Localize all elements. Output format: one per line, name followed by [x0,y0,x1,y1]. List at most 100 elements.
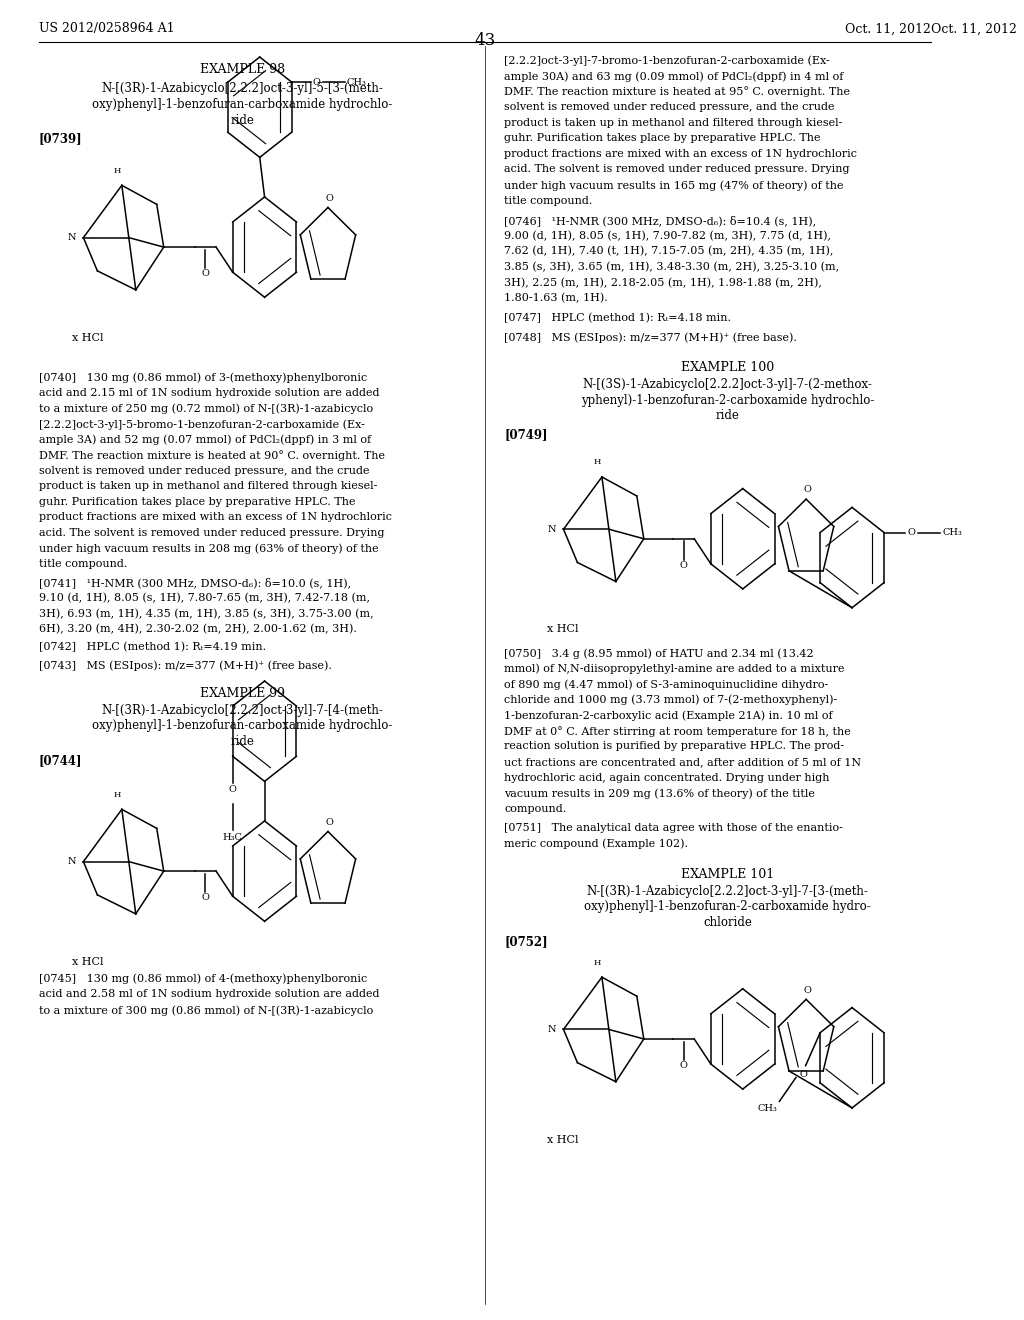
Text: EXAMPLE 98: EXAMPLE 98 [200,63,285,77]
Text: solvent is removed under reduced pressure, and the crude: solvent is removed under reduced pressur… [505,102,835,112]
Text: 1-benzofuran-2-carboxylic acid (Example 21A) in. 10 ml of: 1-benzofuran-2-carboxylic acid (Example … [505,710,833,721]
Text: [0741]   ¹H-NMR (300 MHz, DMSO-d₆): δ=10.0 (s, 1H),: [0741] ¹H-NMR (300 MHz, DMSO-d₆): δ=10.0… [39,577,351,589]
Text: [0745]   130 mg (0.86 mmol) of 4-(methoxy)phenylboronic: [0745] 130 mg (0.86 mmol) of 4-(methoxy)… [39,974,367,985]
Text: [0749]: [0749] [505,428,548,441]
Text: EXAMPLE 99: EXAMPLE 99 [200,686,285,700]
Text: title compound.: title compound. [505,195,593,206]
Text: N: N [547,1024,556,1034]
Text: ride: ride [716,409,739,422]
Text: oxy)phenyl]-1-benzofuran-carboxamide hydrochlo-: oxy)phenyl]-1-benzofuran-carboxamide hyd… [92,719,392,733]
Text: ample 3A) and 52 mg (0.07 mmol) of PdCl₂(dppf) in 3 ml of: ample 3A) and 52 mg (0.07 mmol) of PdCl₂… [39,434,371,445]
Text: ample 30A) and 63 mg (0.09 mmol) of PdCl₂(dppf) in 4 ml of: ample 30A) and 63 mg (0.09 mmol) of PdCl… [505,71,844,82]
Text: N: N [547,525,556,533]
Text: US 2012/0258964 A1: US 2012/0258964 A1 [39,22,174,36]
Text: acid. The solvent is removed under reduced pressure. Drying: acid. The solvent is removed under reduc… [39,528,384,539]
Text: N-[(3S)-1-Azabicyclo[2.2.2]oct-3-yl]-7-(2-methox-: N-[(3S)-1-Azabicyclo[2.2.2]oct-3-yl]-7-(… [583,378,872,391]
Text: product fractions are mixed with an excess of 1N hydrochloric: product fractions are mixed with an exce… [505,149,857,158]
Text: 3.85 (s, 3H), 3.65 (m, 1H), 3.48-3.30 (m, 2H), 3.25-3.10 (m,: 3.85 (s, 3H), 3.65 (m, 1H), 3.48-3.30 (m… [505,261,840,272]
Text: DMF at 0° C. After stirring at room temperature for 18 h, the: DMF at 0° C. After stirring at room temp… [505,726,851,737]
Text: 7.62 (d, 1H), 7.40 (t, 1H), 7.15-7.05 (m, 2H), 4.35 (m, 1H),: 7.62 (d, 1H), 7.40 (t, 1H), 7.15-7.05 (m… [505,247,834,256]
Text: product is taken up in methanol and filtered through kiesel-: product is taken up in methanol and filt… [39,482,377,491]
Text: x HCl: x HCl [72,333,103,343]
Text: under high vacuum results in 165 mg (47% of theory) of the: under high vacuum results in 165 mg (47%… [505,180,844,190]
Text: product fractions are mixed with an excess of 1N hydrochloric: product fractions are mixed with an exce… [39,512,392,523]
Text: ride: ride [230,735,254,748]
Text: H: H [593,958,601,966]
Text: oxy)phenyl]-1-benzofuran-carboxamide hydrochlo-: oxy)phenyl]-1-benzofuran-carboxamide hyd… [92,98,392,111]
Text: CH₃: CH₃ [942,528,962,537]
Text: O: O [325,194,333,203]
Text: title compound.: title compound. [39,560,127,569]
Text: CH₃: CH₃ [758,1104,777,1113]
Text: product is taken up in methanol and filtered through kiesel-: product is taken up in methanol and filt… [505,117,843,128]
Text: [0739]: [0739] [39,132,82,145]
Text: guhr. Purification takes place by preparative HPLC. The: guhr. Purification takes place by prepar… [39,496,355,507]
Text: x HCl: x HCl [72,957,103,966]
Text: yphenyl)-1-benzofuran-2-carboxamide hydrochlo-: yphenyl)-1-benzofuran-2-carboxamide hydr… [581,393,874,407]
Text: chloride: chloride [702,916,752,929]
Text: acid and 2.58 ml of 1N sodium hydroxide solution are added: acid and 2.58 ml of 1N sodium hydroxide … [39,990,379,999]
Text: DMF. The reaction mixture is heated at 90° C. overnight. The: DMF. The reaction mixture is heated at 9… [39,450,385,461]
Text: [0744]: [0744] [39,754,82,767]
Text: chloride and 1000 mg (3.73 mmol) of 7-(2-methoxyphenyl)-: chloride and 1000 mg (3.73 mmol) of 7-(2… [505,694,838,705]
Text: hydrochloric acid, again concentrated. Drying under high: hydrochloric acid, again concentrated. D… [505,772,829,783]
Text: N-[(3R)-1-Azabicyclo[2.2.2]oct-3-yl]-7-[3-(meth-: N-[(3R)-1-Azabicyclo[2.2.2]oct-3-yl]-7-[… [587,884,868,898]
Text: EXAMPLE 100: EXAMPLE 100 [681,360,774,374]
Text: [2.2.2]oct-3-yl]-5-bromo-1-benzofuran-2-carboxamide (Ex-: [2.2.2]oct-3-yl]-5-bromo-1-benzofuran-2-… [39,418,365,429]
Text: O: O [803,486,811,495]
Text: O: O [803,986,811,994]
Text: 9.00 (d, 1H), 8.05 (s, 1H), 7.90-7.82 (m, 3H), 7.75 (d, 1H),: 9.00 (d, 1H), 8.05 (s, 1H), 7.90-7.82 (m… [505,231,831,242]
Text: N: N [68,857,76,866]
Text: solvent is removed under reduced pressure, and the crude: solvent is removed under reduced pressur… [39,466,370,475]
Text: H₃C: H₃C [223,833,243,842]
Text: O: O [680,1061,687,1069]
Text: 3H), 2.25 (m, 1H), 2.18-2.05 (m, 1H), 1.98-1.88 (m, 2H),: 3H), 2.25 (m, 1H), 2.18-2.05 (m, 1H), 1.… [505,277,822,288]
Text: [0742]   HPLC (method 1): Rₜ=4.19 min.: [0742] HPLC (method 1): Rₜ=4.19 min. [39,643,266,652]
Text: 3H), 6.93 (m, 1H), 4.35 (m, 1H), 3.85 (s, 3H), 3.75-3.00 (m,: 3H), 6.93 (m, 1H), 4.35 (m, 1H), 3.85 (s… [39,609,374,619]
Text: DMF. The reaction mixture is heated at 95° C. overnight. The: DMF. The reaction mixture is heated at 9… [505,87,850,98]
Text: [0743]   MS (ESIpos): m/z=377 (M+H)⁺ (free base).: [0743] MS (ESIpos): m/z=377 (M+H)⁺ (free… [39,660,332,671]
Text: O: O [907,528,915,537]
Text: [2.2.2]oct-3-yl]-7-bromo-1-benzofuran-2-carboxamide (Ex-: [2.2.2]oct-3-yl]-7-bromo-1-benzofuran-2-… [505,55,830,66]
Text: uct fractions are concentrated and, after addition of 5 ml of 1N: uct fractions are concentrated and, afte… [505,758,861,767]
Text: [0750]   3.4 g (8.95 mmol) of HATU and 2.34 ml (13.42: [0750] 3.4 g (8.95 mmol) of HATU and 2.3… [505,648,814,659]
Text: EXAMPLE 101: EXAMPLE 101 [681,867,774,880]
Text: mmol) of N,N-diisopropylethyl-amine are added to a mixture: mmol) of N,N-diisopropylethyl-amine are … [505,664,845,675]
Text: compound.: compound. [505,804,566,814]
Text: Oct. 11, 2012: Oct. 11, 2012 [931,22,1017,36]
Text: x HCl: x HCl [547,624,579,635]
Text: O: O [202,894,209,902]
Text: acid. The solvent is removed under reduced pressure. Drying: acid. The solvent is removed under reduc… [505,165,850,174]
Text: of 890 mg (4.47 mmol) of S-3-aminoquinuclidine dihydro-: of 890 mg (4.47 mmol) of S-3-aminoquinuc… [505,680,828,690]
Text: 9.10 (d, 1H), 8.05 (s, 1H), 7.80-7.65 (m, 3H), 7.42-7.18 (m,: 9.10 (d, 1H), 8.05 (s, 1H), 7.80-7.65 (m… [39,593,370,603]
Text: [0747]   HPLC (method 1): Rₜ=4.18 min.: [0747] HPLC (method 1): Rₜ=4.18 min. [505,313,731,323]
Text: H: H [114,166,121,174]
Text: CH₃: CH₃ [347,78,367,87]
Text: acid and 2.15 ml of 1N sodium hydroxide solution are added: acid and 2.15 ml of 1N sodium hydroxide … [39,388,379,397]
Text: ride: ride [230,114,254,127]
Text: O: O [325,818,333,826]
Text: O: O [313,78,321,87]
Text: 6H), 3.20 (m, 4H), 2.30-2.02 (m, 2H), 2.00-1.62 (m, 3H).: 6H), 3.20 (m, 4H), 2.30-2.02 (m, 2H), 2.… [39,624,356,635]
Text: to a mixture of 300 mg (0.86 mmol) of N-[(3R)-1-azabicyclo: to a mixture of 300 mg (0.86 mmol) of N-… [39,1005,373,1015]
Text: meric compound (Example 102).: meric compound (Example 102). [505,840,688,850]
Text: O: O [680,561,687,570]
Text: vacuum results in 209 mg (13.6% of theory) of the title: vacuum results in 209 mg (13.6% of theor… [505,788,815,799]
Text: 1.80-1.63 (m, 1H).: 1.80-1.63 (m, 1H). [505,293,608,304]
Text: O: O [228,785,237,795]
Text: [0746]   ¹H-NMR (300 MHz, DMSO-d₆): δ=10.4 (s, 1H),: [0746] ¹H-NMR (300 MHz, DMSO-d₆): δ=10.4… [505,215,816,226]
Text: to a mixture of 250 mg (0.72 mmol) of N-[(3R)-1-azabicyclo: to a mixture of 250 mg (0.72 mmol) of N-… [39,404,373,414]
Text: 43: 43 [474,32,496,49]
Text: guhr. Purification takes place by preparative HPLC. The: guhr. Purification takes place by prepar… [505,133,821,144]
Text: [0748]   MS (ESIpos): m/z=377 (M+H)⁺ (free base).: [0748] MS (ESIpos): m/z=377 (M+H)⁺ (free… [505,333,798,343]
Text: O: O [202,269,209,279]
Text: oxy)phenyl]-1-benzofuran-2-carboxamide hydro-: oxy)phenyl]-1-benzofuran-2-carboxamide h… [584,900,870,913]
Text: under high vacuum results in 208 mg (63% of theory) of the: under high vacuum results in 208 mg (63%… [39,544,379,554]
Text: H: H [114,791,121,799]
Text: x HCl: x HCl [547,1135,579,1144]
Text: H: H [593,458,601,466]
Text: N-[(3R)-1-Azabicyclo[2.2.2]oct-3-yl]-7-[4-(meth-: N-[(3R)-1-Azabicyclo[2.2.2]oct-3-yl]-7-[… [101,704,383,717]
Text: [0751]   The analytical data agree with those of the enantio-: [0751] The analytical data agree with th… [505,824,843,833]
Text: [0740]   130 mg (0.86 mmol) of 3-(methoxy)phenylboronic: [0740] 130 mg (0.86 mmol) of 3-(methoxy)… [39,372,367,383]
Text: N: N [68,234,76,242]
